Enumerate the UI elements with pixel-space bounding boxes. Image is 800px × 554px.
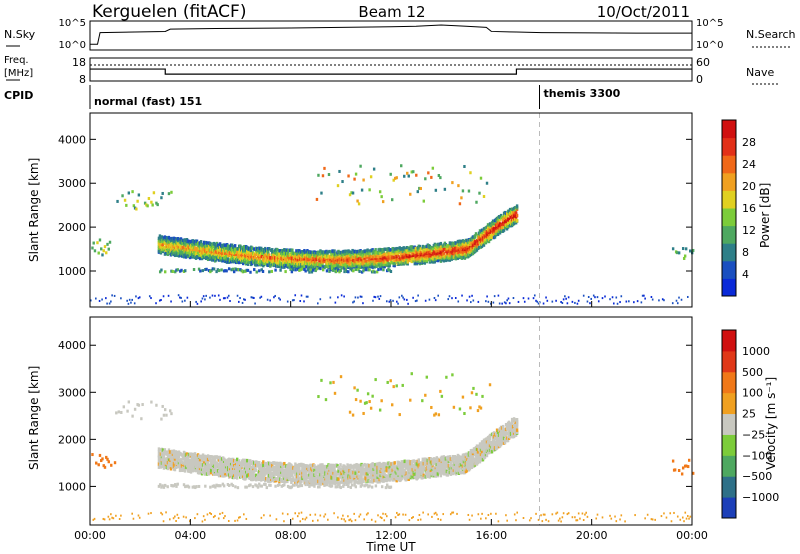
velocity-colorbar-tick-1: −500 (742, 470, 772, 483)
power-colorbar-swatch-2 (722, 243, 736, 262)
nsky-series-line (90, 24, 692, 45)
power-colorbar-swatch-1 (722, 260, 736, 279)
nsky-panel-frame (89, 20, 693, 51)
velocity-colorbar-frame (721, 329, 737, 519)
cpid-mode-1: normal (fast) 151 (94, 95, 202, 108)
freq-label: Freq. (4, 55, 29, 66)
nsky-left-tick-bottom: 10^0 (59, 40, 86, 51)
power-colorbar-tick-4: 20 (742, 180, 756, 193)
nsky-right-tick-bottom: 10^0 (696, 40, 723, 51)
velocity-ytick-label-1: 2000 (58, 433, 86, 446)
velocity-colorbar-swatch-1 (722, 476, 736, 498)
cpid-mode-2: themis 3300 (544, 87, 621, 100)
date-title: 10/Oct/2011 (597, 3, 690, 21)
x-tick-label-4: 16:00 (475, 529, 507, 542)
power-colorbar-swatch-6 (722, 172, 736, 191)
velocity-ytick-label-2: 3000 (58, 386, 86, 399)
power-colorbar-tick-6: 28 (742, 136, 756, 149)
nave-label: Nave (746, 66, 774, 79)
velocity-colorbar-swatch-6 (722, 371, 736, 394)
power-ytick-label-3: 4000 (58, 133, 86, 146)
power-colorbar-swatch-3 (722, 225, 736, 244)
velocity-colorbar-tick-2: −100 (742, 449, 772, 462)
velocity-data-layer (91, 372, 695, 523)
x-axis-label: Time UT (365, 540, 416, 554)
velocity-colorbar-tick-4: 25 (742, 408, 756, 421)
velocity-heatmap-panel: 1000 2000 3000 4000 Slant Range [km] (27, 316, 695, 526)
velocity-colorbar-swatch-7 (722, 350, 736, 373)
velocity-colorbar-tick-0: −1000 (742, 491, 779, 504)
power-colorbar-swatch-5 (722, 190, 736, 209)
power-colorbar: 4 8 12 16 20 24 28 Power [dB] (721, 119, 772, 297)
velocity-colorbar-tick-3: −25 (742, 428, 765, 441)
power-y-ticks: 1000 2000 3000 4000 (58, 133, 692, 278)
power-colorbar-tick-5: 24 (742, 158, 756, 171)
velocity-y-axis-label: Slant Range [km] (27, 366, 41, 470)
power-y-axis-label: Slant Range [km] (27, 158, 41, 262)
velocity-colorbar-tick-6: 500 (742, 366, 763, 379)
freq-left-tick-bottom: 8 (79, 73, 86, 86)
power-colorbar-tick-0: 4 (742, 268, 749, 281)
x-tick-label-0: 00:00 (74, 529, 106, 542)
x-tick-label-3: 12:00 (375, 529, 407, 542)
power-heatmap-panel: 1000 2000 3000 4000 Slant Range [km] (27, 112, 695, 308)
power-colorbar-tick-2: 12 (742, 224, 756, 237)
power-colorbar-swatch-7 (722, 155, 736, 174)
velocity-colorbar-swatch-8 (722, 330, 736, 352)
freq-right-tick-top: 60 (696, 56, 710, 69)
x-tick-label-1: 04:00 (174, 529, 206, 542)
power-colorbar-tick-1: 8 (742, 246, 749, 259)
x-tick-label-2: 08:00 (275, 529, 307, 542)
power-colorbar-frame (721, 119, 737, 297)
power-ytick-label-1: 2000 (58, 221, 86, 234)
velocity-colorbar-tick-5: 100 (742, 387, 763, 400)
power-colorbar-swatch-9 (722, 120, 736, 139)
velocity-colorbar-swatch-5 (722, 392, 736, 415)
power-colorbar-tick-3: 16 (742, 202, 756, 215)
x-tick-label-5: 20:00 (576, 529, 608, 542)
freq-right-tick-bottom: 0 (696, 73, 703, 86)
velocity-colorbar-tick-7: 1000 (742, 345, 770, 358)
velocity-colorbar-swatch-4 (722, 413, 736, 435)
power-colorbar-swatch-4 (722, 208, 736, 227)
power-panel-background (90, 113, 692, 307)
velocity-ytick-label-3: 4000 (58, 339, 86, 352)
freq-unit-label: [MHz] (4, 68, 33, 79)
power-colorbar-swatch-0 (722, 278, 736, 297)
velocity-colorbar: −1000 −500 −100 −25 25 100 500 1000 Velocity [m… (721, 329, 779, 519)
velocity-ytick-label-0: 1000 (58, 480, 86, 493)
power-data-layer (90, 164, 695, 305)
velocity-colorbar-swatch-0 (722, 497, 736, 519)
power-colorbar-label: Power [dB] (758, 183, 772, 248)
station-title: Kerguelen (fitACF) (92, 2, 246, 22)
power-ytick-label-2: 3000 (58, 177, 86, 190)
power-colorbar-swatch-8 (722, 137, 736, 156)
cpid-label: CPID (4, 89, 33, 102)
beam-title: Beam 12 (358, 3, 425, 21)
velocity-y-ticks: 1000 2000 3000 4000 (58, 339, 692, 493)
velocity-colorbar-swatch-2 (722, 455, 736, 477)
freq-left-tick-top: 18 (72, 56, 86, 69)
velocity-colorbar-label: Velocity [m s⁻¹] (764, 377, 778, 470)
velocity-colorbar-swatch-3 (722, 434, 736, 456)
nsky-label: N.Sky (4, 28, 36, 41)
nsearch-label: N.Search (746, 28, 796, 41)
velocity-panel-background (90, 317, 692, 525)
nsky-right-tick-top: 10^5 (696, 18, 723, 29)
nsky-left-tick-top: 10^5 (59, 18, 86, 29)
x-tick-label-6: 00:00 (676, 529, 708, 542)
x-axis-ticks: 00:00 04:00 08:00 12:00 16:00 20:00 00:00 (74, 301, 708, 542)
power-ytick-label-0: 1000 (58, 265, 86, 278)
freq-series-line (90, 68, 692, 75)
